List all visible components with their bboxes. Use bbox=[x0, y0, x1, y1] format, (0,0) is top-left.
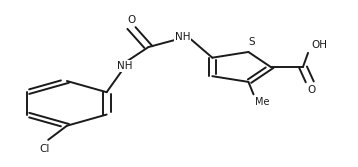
Text: NH: NH bbox=[175, 32, 190, 42]
Text: S: S bbox=[248, 37, 255, 47]
Text: OH: OH bbox=[311, 40, 328, 50]
Text: O: O bbox=[127, 15, 136, 25]
Text: NH: NH bbox=[117, 61, 132, 71]
Text: Cl: Cl bbox=[39, 144, 49, 154]
Text: O: O bbox=[307, 85, 316, 95]
Text: Me: Me bbox=[255, 97, 270, 107]
